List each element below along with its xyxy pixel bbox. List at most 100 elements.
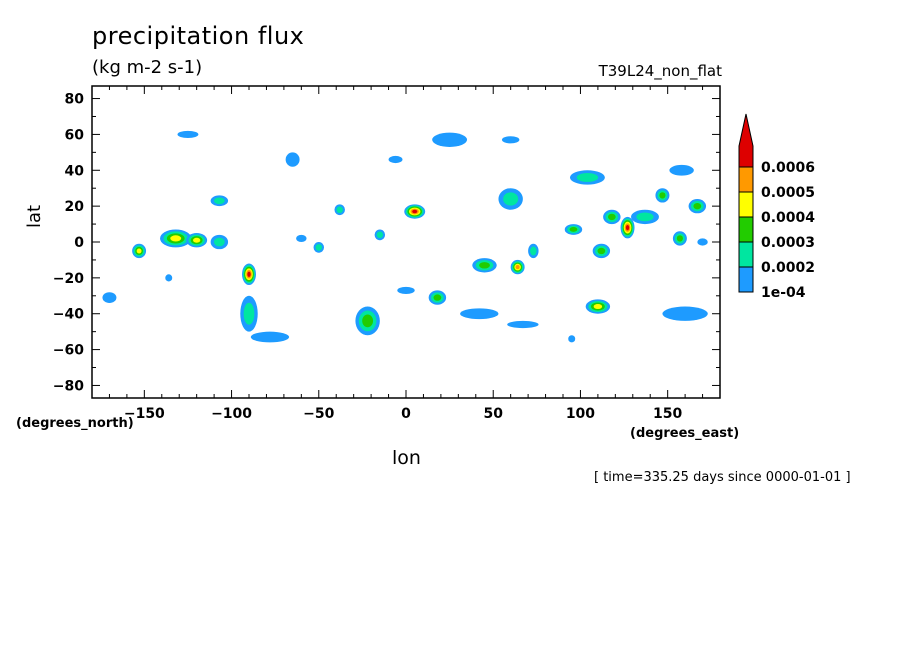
precip-cell-29 <box>501 136 520 144</box>
y-tick-label: 40 <box>65 163 85 179</box>
contour-level-2 <box>376 231 384 239</box>
x-tick-label: 0 <box>401 406 411 422</box>
contour-field <box>102 130 708 343</box>
contour-level-2 <box>213 197 225 205</box>
colorbar-segment <box>738 241 754 268</box>
precip-cell-14 <box>472 258 497 273</box>
y-tick-label: 20 <box>65 199 85 215</box>
contour-level-1 <box>568 335 576 343</box>
colorbar-segment <box>738 166 754 193</box>
precip-cell-1 <box>242 263 256 286</box>
colorbar: 1e-04 0.0002 0.0003 0.0004 0.0005 0.0006 <box>738 113 815 301</box>
y-tick-label: −40 <box>53 307 84 323</box>
colorbar-label: 0.0003 <box>761 235 815 251</box>
colorbar-segment <box>738 216 754 243</box>
colorbar-extend-arrow <box>738 113 754 168</box>
colorbar-label: 0.0006 <box>761 160 815 176</box>
contour-level-4 <box>170 235 182 242</box>
colorbar-label: 0.0004 <box>761 210 815 226</box>
precip-cell-32 <box>669 164 694 176</box>
contour-level-1 <box>250 331 290 343</box>
precip-cell-8 <box>585 299 611 314</box>
contour-level-2 <box>243 302 255 325</box>
precip-cell-30 <box>177 130 199 138</box>
precip-cell-38 <box>296 234 307 242</box>
precip-cell-0 <box>404 204 426 219</box>
y-tick-label: 60 <box>65 127 85 143</box>
precip-cell-7 <box>355 306 380 336</box>
contour-level-1 <box>432 132 468 147</box>
contour-level-6 <box>412 209 418 214</box>
contour-level-1 <box>460 308 499 320</box>
precip-cell-25 <box>374 229 386 241</box>
colorbar-label: 1e-04 <box>761 285 806 301</box>
precip-cell-26 <box>528 243 539 259</box>
contour-level-1 <box>165 274 173 282</box>
precip-cell-2 <box>620 216 635 239</box>
precip-cell-33 <box>102 292 117 303</box>
contour-level-2 <box>213 237 225 247</box>
x-tick-label: 150 <box>653 406 682 422</box>
precip-cell-11 <box>688 198 707 214</box>
precip-cell-6 <box>132 243 147 259</box>
contour-level-1 <box>507 320 539 329</box>
precip-cell-17 <box>569 170 605 185</box>
x-tick-label: 50 <box>483 406 503 422</box>
contour-level-3 <box>433 294 442 301</box>
contour-level-1 <box>669 164 694 176</box>
precip-cell-9 <box>592 243 611 259</box>
x-tick-label: 100 <box>566 406 595 422</box>
contour-level-3 <box>676 235 683 242</box>
time-stamp: [ time=335.25 days since 0000-01-01 ] <box>594 470 851 485</box>
y-tick-label: 80 <box>65 92 85 108</box>
contour-level-2 <box>503 192 519 206</box>
x-axis-label: lon <box>392 447 421 469</box>
x-axis-units: (degrees_east) <box>630 426 740 441</box>
contour-level-1 <box>697 238 708 246</box>
precip-cell-37 <box>662 306 708 321</box>
precip-cell-39 <box>165 274 173 282</box>
contour-level-1 <box>662 306 708 321</box>
contour-level-1 <box>285 152 300 167</box>
run-label: T39L24_non_flat <box>598 62 722 80</box>
precip-cell-42 <box>697 238 708 246</box>
precip-cell-40 <box>568 335 576 343</box>
precip-cell-28 <box>432 132 468 147</box>
y-axis-units: (degrees_north) <box>16 416 134 431</box>
contour-level-4 <box>136 248 142 254</box>
chart-title: precipitation flux <box>92 22 305 50</box>
contour-level-2 <box>315 244 322 251</box>
axis-ticks: −150 −100 −50 0 50 100 150 −80 −60 −40 −20 0 20 40 60 8… <box>53 86 720 422</box>
colorbar-segment <box>738 266 754 293</box>
x-tick-label: −50 <box>303 406 334 422</box>
contour-level-3 <box>659 192 666 199</box>
precip-cell-21 <box>210 234 229 250</box>
contour-level-3 <box>362 314 374 328</box>
y-tick-label: −80 <box>53 378 84 394</box>
contour-level-2 <box>530 246 537 256</box>
contour-level-4 <box>593 304 603 310</box>
precip-cell-16 <box>498 188 523 210</box>
colorbar-label: 0.0002 <box>761 260 815 276</box>
precip-cell-22 <box>240 295 258 332</box>
contour-level-1 <box>177 130 199 138</box>
chart-units: (kg m-2 s-1) <box>92 57 203 78</box>
precip-cell-18 <box>603 209 621 225</box>
contour-level-5 <box>515 265 520 270</box>
precip-cell-34 <box>250 331 290 343</box>
contour-level-3 <box>607 213 616 221</box>
precip-cell-23 <box>313 242 325 253</box>
contour-level-1 <box>296 234 307 242</box>
precip-cell-5 <box>186 233 208 248</box>
precip-cell-10 <box>672 231 687 246</box>
precip-cell-35 <box>460 308 499 320</box>
contour-level-1 <box>397 286 415 294</box>
contour-level-3 <box>569 227 578 232</box>
y-tick-label: −60 <box>53 343 84 359</box>
precip-cell-3 <box>510 259 525 275</box>
precip-cell-15 <box>428 290 447 305</box>
contour-level-2 <box>576 173 599 182</box>
contour-level-2 <box>336 206 343 214</box>
contour-level-1 <box>388 155 403 164</box>
